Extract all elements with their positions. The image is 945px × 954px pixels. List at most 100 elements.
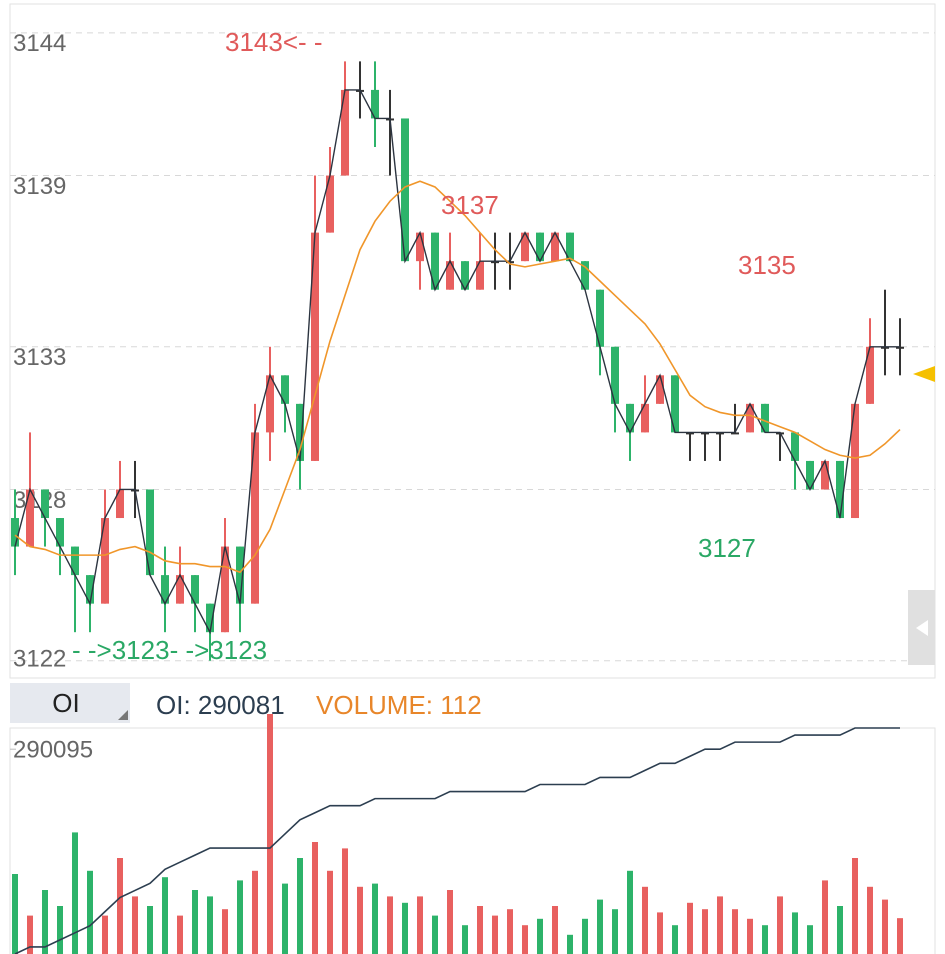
volume-bar bbox=[102, 915, 108, 954]
volume-bar bbox=[267, 714, 273, 954]
candle-body bbox=[101, 518, 109, 604]
candle-body bbox=[686, 432, 694, 435]
volume-bar bbox=[867, 886, 873, 954]
candle-body bbox=[476, 261, 484, 290]
candle-body bbox=[851, 403, 859, 519]
annotation: 3127 bbox=[698, 533, 756, 563]
volume-bar bbox=[57, 906, 63, 954]
volume-bar bbox=[762, 925, 768, 954]
volume-bar bbox=[642, 886, 648, 954]
volume-bar bbox=[777, 896, 783, 954]
candle-body bbox=[521, 232, 529, 262]
volume-bar bbox=[507, 909, 513, 954]
candle-body bbox=[176, 575, 184, 604]
candle-body bbox=[251, 432, 259, 604]
volume-bar bbox=[702, 909, 708, 954]
volume-bar bbox=[687, 902, 693, 954]
candle-body bbox=[566, 232, 574, 262]
volume-bar bbox=[357, 886, 363, 954]
volume-bar bbox=[327, 870, 333, 954]
volume-bar bbox=[747, 918, 753, 954]
volume-bar bbox=[852, 858, 858, 954]
candle-body bbox=[791, 432, 799, 461]
volume-bar bbox=[567, 934, 573, 954]
oi-button-arrow bbox=[118, 710, 128, 720]
volume-bar bbox=[42, 890, 48, 954]
volume-bar bbox=[372, 883, 378, 954]
volume-bar bbox=[897, 918, 903, 954]
volume-bar bbox=[27, 915, 33, 954]
candle-body bbox=[146, 489, 154, 576]
volume-bar bbox=[657, 912, 663, 954]
price-panel-frame bbox=[9, 3, 936, 679]
volume-bar bbox=[312, 842, 318, 954]
volume-panel-frame bbox=[9, 727, 936, 954]
volume-bar bbox=[582, 918, 588, 954]
volume-bar bbox=[672, 925, 678, 954]
candle-body bbox=[701, 432, 709, 435]
volume-bar bbox=[222, 909, 228, 954]
candle-body bbox=[416, 232, 424, 262]
volume-bar bbox=[72, 832, 78, 954]
volume-bar bbox=[162, 877, 168, 954]
volume-bar bbox=[477, 906, 483, 954]
volume-bar bbox=[612, 909, 618, 954]
candle-body bbox=[671, 375, 679, 433]
volume-bar bbox=[462, 925, 468, 954]
candle-body bbox=[626, 403, 634, 433]
candle-body bbox=[26, 489, 34, 547]
volume-bar bbox=[792, 912, 798, 954]
oi-button-label[interactable]: OI bbox=[52, 688, 79, 718]
candle-body bbox=[206, 603, 214, 633]
ma-line bbox=[14, 180, 901, 574]
candle-body bbox=[371, 89, 379, 119]
volume-bar bbox=[822, 880, 828, 954]
candle-body bbox=[581, 261, 589, 290]
volume-bar bbox=[807, 925, 813, 954]
volume-bar bbox=[237, 880, 243, 954]
volume-bar bbox=[192, 890, 198, 954]
candle-body bbox=[881, 346, 889, 349]
volume-bar bbox=[447, 890, 453, 954]
candle-body bbox=[461, 261, 469, 290]
y-tick-label: 3139 bbox=[13, 173, 66, 200]
candle-body bbox=[281, 375, 289, 404]
volume-bar bbox=[87, 870, 93, 954]
volume-bar bbox=[252, 870, 258, 954]
candle-body bbox=[641, 403, 649, 433]
candle-body bbox=[41, 489, 49, 519]
volume-bar bbox=[207, 896, 213, 954]
y-tick-label: 3133 bbox=[13, 344, 66, 371]
annotation: 3135 bbox=[738, 250, 796, 280]
volume-bar bbox=[117, 858, 123, 954]
volume-bar bbox=[627, 870, 633, 954]
candle-body bbox=[551, 232, 559, 262]
candle-body bbox=[116, 489, 124, 519]
volume-bar bbox=[342, 848, 348, 954]
candle-body bbox=[221, 546, 229, 633]
volume-bar bbox=[177, 915, 183, 954]
volume-bar bbox=[837, 906, 843, 954]
volume-bar bbox=[522, 925, 528, 954]
candle-body bbox=[191, 575, 199, 604]
candle-body bbox=[11, 518, 19, 547]
volume-bar bbox=[732, 909, 738, 954]
y-tick-label: 3144 bbox=[13, 30, 66, 57]
candle-body bbox=[326, 175, 334, 233]
oi-tick-label: 290095 bbox=[13, 737, 93, 764]
volume-bar bbox=[432, 915, 438, 954]
volume-bar bbox=[492, 915, 498, 954]
candle-body bbox=[716, 432, 724, 435]
volume-bar bbox=[297, 858, 303, 954]
candle-body bbox=[431, 232, 439, 290]
candle-body bbox=[596, 289, 604, 347]
volume-bar bbox=[387, 896, 393, 954]
candle-body bbox=[446, 261, 454, 290]
side-tab-arrow bbox=[916, 620, 928, 636]
candle-body bbox=[866, 346, 874, 404]
candle-body bbox=[56, 518, 64, 547]
volume-bar bbox=[882, 899, 888, 954]
oi-button[interactable] bbox=[10, 683, 130, 723]
